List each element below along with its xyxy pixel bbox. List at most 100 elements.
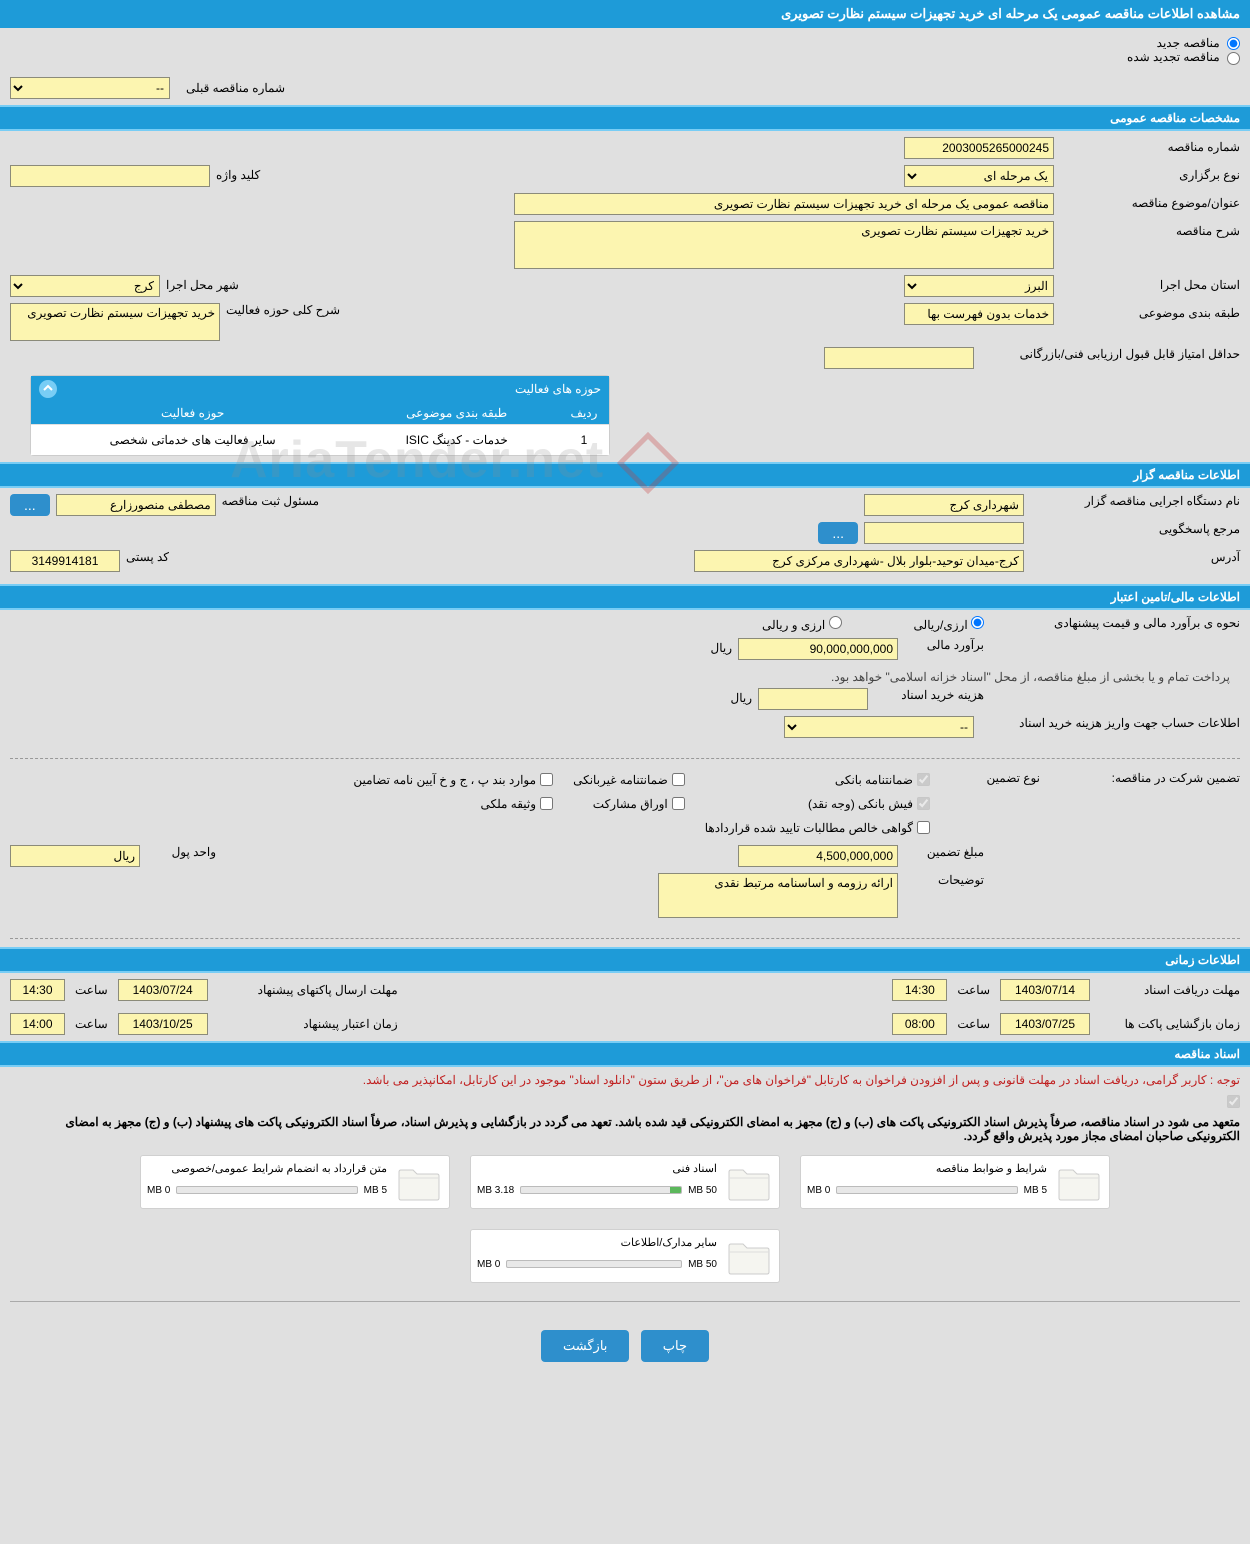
doc-fee-label: هزینه خرید اسناد — [874, 688, 984, 702]
doc-receive-date[interactable] — [1000, 979, 1090, 1001]
chk-bank[interactable]: ضمانتنامه بانکی — [705, 773, 930, 787]
doc-card-title: شرایط و ضوابط مناقصه — [807, 1162, 1047, 1175]
validity-date[interactable] — [118, 1013, 208, 1035]
acct-label: اطلاعات حساب جهت واریز هزینه خرید اسناد — [980, 716, 1240, 730]
keyword-label: کلید واژه — [216, 165, 336, 182]
currency-unit-label: واحد پول — [146, 845, 216, 859]
address-input[interactable] — [694, 550, 1024, 572]
min-score-input[interactable] — [824, 347, 974, 369]
radio-new-label: مناقصه جدید — [1157, 36, 1220, 50]
tender-no-label: شماره مناقصه — [1060, 137, 1240, 154]
doc-total: 5 MB — [364, 1185, 387, 1196]
doc-used: 0 MB — [147, 1185, 170, 1196]
open-time[interactable] — [892, 1013, 947, 1035]
docs-red-note: توجه : کاربر گرامی، دریافت اسناد در مهلت… — [0, 1067, 1250, 1093]
pkg-send-time[interactable] — [10, 979, 65, 1001]
doc-receive-time[interactable] — [892, 979, 947, 1001]
province-select[interactable]: البرز — [904, 275, 1054, 297]
hour-label-2: ساعت — [75, 983, 108, 997]
keyword-input[interactable] — [10, 165, 210, 187]
validity-label: زمان اعتبار پیشنهاد — [218, 1017, 398, 1031]
class-input[interactable] — [904, 303, 1054, 325]
doc-used: 0 MB — [477, 1259, 500, 1270]
chk-vasighe[interactable]: وثیقه ملکی — [353, 797, 553, 811]
doc-fee-input[interactable] — [758, 688, 868, 710]
divider-solid — [10, 1301, 1240, 1302]
doc-card[interactable]: اسناد فنی50 MB3.18 MB — [470, 1155, 780, 1209]
prev-tender-select[interactable]: -- — [10, 77, 170, 99]
tender-no-input[interactable] — [904, 137, 1054, 159]
docs-black-note: متعهد می شود در اسناد مناقصه، صرفاً پذیر… — [0, 1113, 1250, 1145]
acct-select[interactable]: -- — [784, 716, 974, 738]
city-label: شهر محل اجرا — [166, 275, 286, 292]
chk-fish[interactable]: فیش بانکی (وجه نقد) — [705, 797, 930, 811]
hour-label-1: ساعت — [957, 983, 990, 997]
chk-oragh[interactable]: اوراق مشارکت — [573, 797, 685, 811]
postal-input[interactable] — [10, 550, 120, 572]
payment-note: پرداخت تمام و یا بخشی از مبلغ مناقصه، از… — [10, 666, 1240, 688]
postal-label: کد پستی — [126, 550, 206, 564]
org-input[interactable] — [864, 494, 1024, 516]
pkg-send-label: مهلت ارسال پاکتهای پیشنهاد — [218, 983, 398, 997]
reg-officer-input[interactable] — [56, 494, 216, 516]
reg-officer-more-button[interactable]: ... — [10, 494, 50, 516]
activities-col-idx: ردیف — [559, 402, 609, 425]
activities-panel: حوزه های فعالیت ردیف طبقه بندی موضوعی حو… — [30, 375, 610, 456]
tender-title-input[interactable] — [514, 193, 1054, 215]
resp-input[interactable] — [864, 522, 1024, 544]
estimate-input[interactable] — [738, 638, 898, 660]
city-select[interactable]: کرج — [10, 275, 160, 297]
folder-icon — [395, 1162, 443, 1202]
activities-toggle-icon[interactable] — [39, 380, 57, 398]
estimate-method-label: نحوه ی برآورد مالی و قیمت پیشنهادی — [990, 616, 1240, 630]
resp-more-button[interactable]: ... — [818, 522, 858, 544]
min-score-label: حداقل امتیاز قابل قبول ارزیابی فنی/بازرگ… — [980, 347, 1240, 361]
doc-card-title: متن قرارداد به انضمام شرایط عمومی/خصوصی — [147, 1162, 387, 1175]
print-button[interactable]: چاپ — [641, 1330, 709, 1362]
validity-time[interactable] — [10, 1013, 65, 1035]
hold-type-label: نوع برگزاری — [1060, 165, 1240, 182]
tender-desc-textarea[interactable] — [514, 221, 1054, 269]
address-label: آدرس — [1030, 550, 1240, 564]
guarantee-participation-label: تضمین شرکت در مناقصه: — [1060, 771, 1240, 835]
radio-renewed-label: مناقصه تجدید شده — [1127, 50, 1220, 64]
chk-bondpj[interactable]: موارد بند پ ، ج و خ آیین نامه تضامین — [353, 773, 553, 787]
section-financial-header: اطلاعات مالی/تامین اعتبار — [0, 584, 1250, 610]
radio-new-tender[interactable]: مناقصه جدید — [1157, 36, 1240, 50]
notes-textarea[interactable] — [658, 873, 898, 918]
rial-label-2: ریال — [730, 688, 752, 705]
doc-progress-bar — [520, 1186, 682, 1194]
tender-desc-label: شرح مناقصه — [1060, 221, 1240, 238]
folder-icon — [725, 1162, 773, 1202]
open-label: زمان بازگشایی پاکت ها — [1100, 1017, 1240, 1031]
doc-card[interactable]: شرایط و ضوابط مناقصه5 MB0 MB — [800, 1155, 1110, 1209]
radio-arzi-riali[interactable]: ارزی/ریالی — [914, 616, 984, 632]
page-title: مشاهده اطلاعات مناقصه عمومی یک مرحله ای … — [0, 0, 1250, 28]
commit-checkbox[interactable] — [1227, 1097, 1240, 1111]
doc-receive-label: مهلت دریافت اسناد — [1100, 983, 1240, 997]
activity-desc-label: شرح کلی حوزه فعالیت — [226, 303, 366, 317]
pkg-send-date[interactable] — [118, 979, 208, 1001]
radio-arzi-va-riali[interactable]: ارزی و ریالی — [762, 616, 842, 632]
guarantee-amount-input[interactable] — [738, 845, 898, 867]
back-button[interactable]: بازگشت — [541, 1330, 629, 1362]
divider-dotted-1 — [10, 758, 1240, 759]
radio-renewed-tender[interactable]: مناقصه تجدید شده — [1127, 50, 1240, 64]
open-date[interactable] — [1000, 1013, 1090, 1035]
currency-unit-input[interactable] — [10, 845, 140, 867]
guarantee-amount-label: مبلغ تضمین — [904, 845, 984, 859]
divider-dotted-2 — [10, 938, 1240, 939]
activities-panel-title: حوزه های فعالیت — [515, 382, 601, 396]
chk-govahi[interactable]: گواهی خالص مطالبات تایید شده قراردادها — [705, 821, 930, 835]
doc-card[interactable]: متن قرارداد به انضمام شرایط عمومی/خصوصی 5… — [140, 1155, 450, 1209]
hour-label-4: ساعت — [75, 1017, 108, 1031]
doc-card[interactable]: سایر مدارک/اطلاعات50 MB0 MB — [470, 1229, 780, 1283]
doc-total: 5 MB — [1024, 1185, 1047, 1196]
doc-card-title: سایر مدارک/اطلاعات — [477, 1236, 717, 1249]
activity-desc-textarea[interactable] — [10, 303, 220, 341]
folder-icon — [725, 1236, 773, 1276]
estimate-label: برآورد مالی — [904, 638, 984, 652]
chk-nonbank[interactable]: ضمانتنامه غیربانکی — [573, 773, 685, 787]
activities-col-area: حوزه فعالیت — [31, 402, 354, 425]
hold-type-select[interactable]: یک مرحله ای — [904, 165, 1054, 187]
